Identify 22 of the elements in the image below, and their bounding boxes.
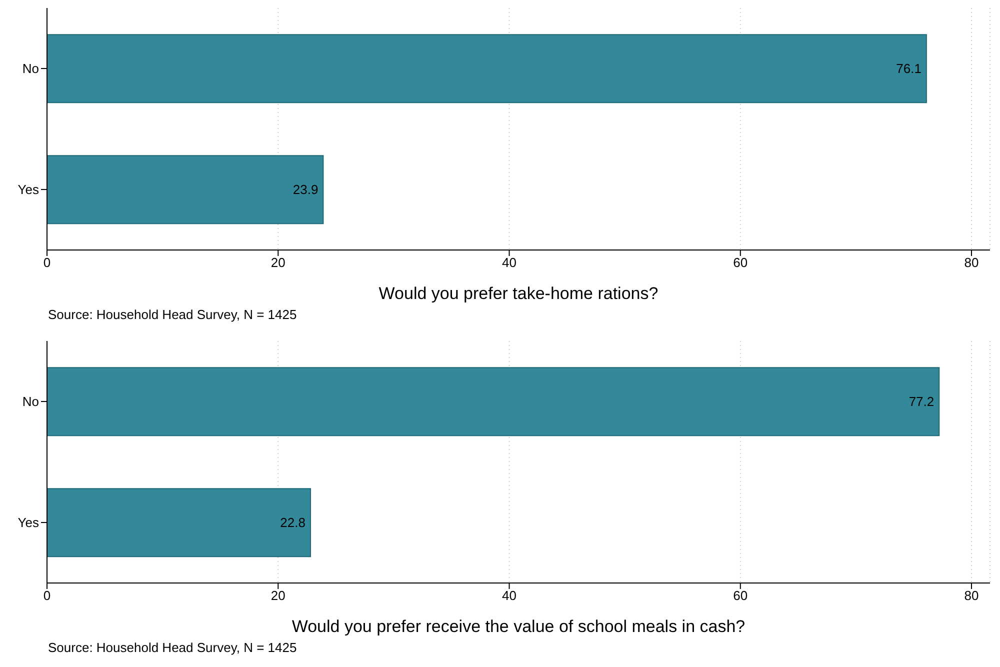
x-tick-label: 20 [270,255,286,270]
y-tick-label: No [22,61,39,76]
data-label: 23.9 [292,182,318,198]
x-axis-title: Would you prefer take-home rations? [378,284,660,304]
x-tick-label: 60 [733,588,748,604]
x-tick-label: 0 [43,588,51,604]
y-tick-label: No [22,394,39,410]
x-tick-label: 40 [502,588,516,604]
source-note: Source: Household Head Survey, N = 1425 [48,307,297,322]
source-note: Source: Household Head Survey, N = 1425 [48,640,297,655]
data-label: 22.8 [280,515,306,530]
data-label: 76.1 [896,61,922,76]
x-tick-label: 80 [964,588,979,604]
x-tick-label: 60 [733,255,748,270]
x-tick-label: 80 [964,255,979,270]
x-tick-label: 20 [270,588,286,604]
x-tick-label: 0 [43,255,51,270]
x-axis-title: Would you prefer receive the value of school meals in cash? [290,617,746,637]
data-label: 77.2 [908,394,934,410]
x-tick-label: 40 [502,255,516,270]
y-tick-label: Yes [18,515,40,530]
y-tick-label: Yes [18,182,40,198]
